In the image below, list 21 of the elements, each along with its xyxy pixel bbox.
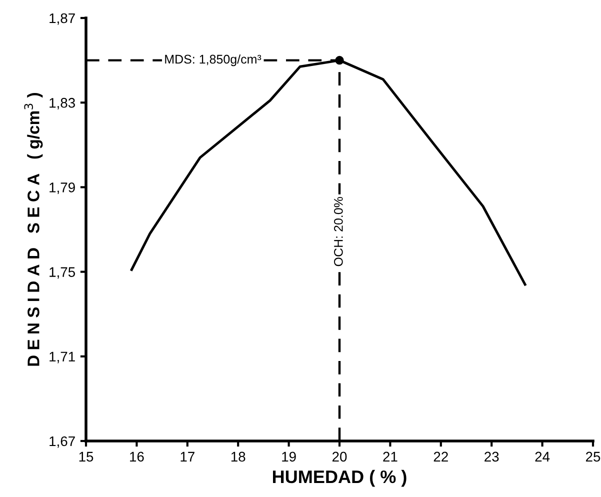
x-tick-label: 17	[180, 452, 194, 462]
ref-line-label: OCH: 20.0%	[334, 196, 343, 266]
y-tick-label: 1,71	[50, 352, 75, 364]
y-tick-label: 1,67	[50, 436, 75, 448]
x-tick-label: 15	[79, 452, 94, 462]
y-tick-label: 1,75	[50, 267, 76, 279]
y-axis-title: D E N S I D A D S E C A ( g/cm$^{3}$ )	[24, 93, 43, 366]
x-tick-label: 22	[434, 452, 448, 462]
y-tick-label: 1,83	[50, 98, 75, 110]
x-tick-label: 20	[332, 452, 347, 462]
x-tick-label: 16	[130, 452, 144, 462]
y-tick-label: 1,87	[50, 13, 75, 25]
ref-line-label: MDS: 1,850g/cm³	[165, 54, 262, 66]
x-axis-title: HUMEDAD ( % )	[273, 470, 406, 487]
x-tick-label: 23	[484, 452, 499, 462]
x-tick-label: 18	[231, 452, 246, 462]
x-tick-label: 24	[535, 452, 550, 462]
x-tick-label: 19	[282, 452, 296, 462]
x-tick-label: 25	[586, 452, 600, 462]
x-tick-label: 21	[383, 452, 398, 462]
y-tick-label: 1,79	[50, 182, 75, 194]
